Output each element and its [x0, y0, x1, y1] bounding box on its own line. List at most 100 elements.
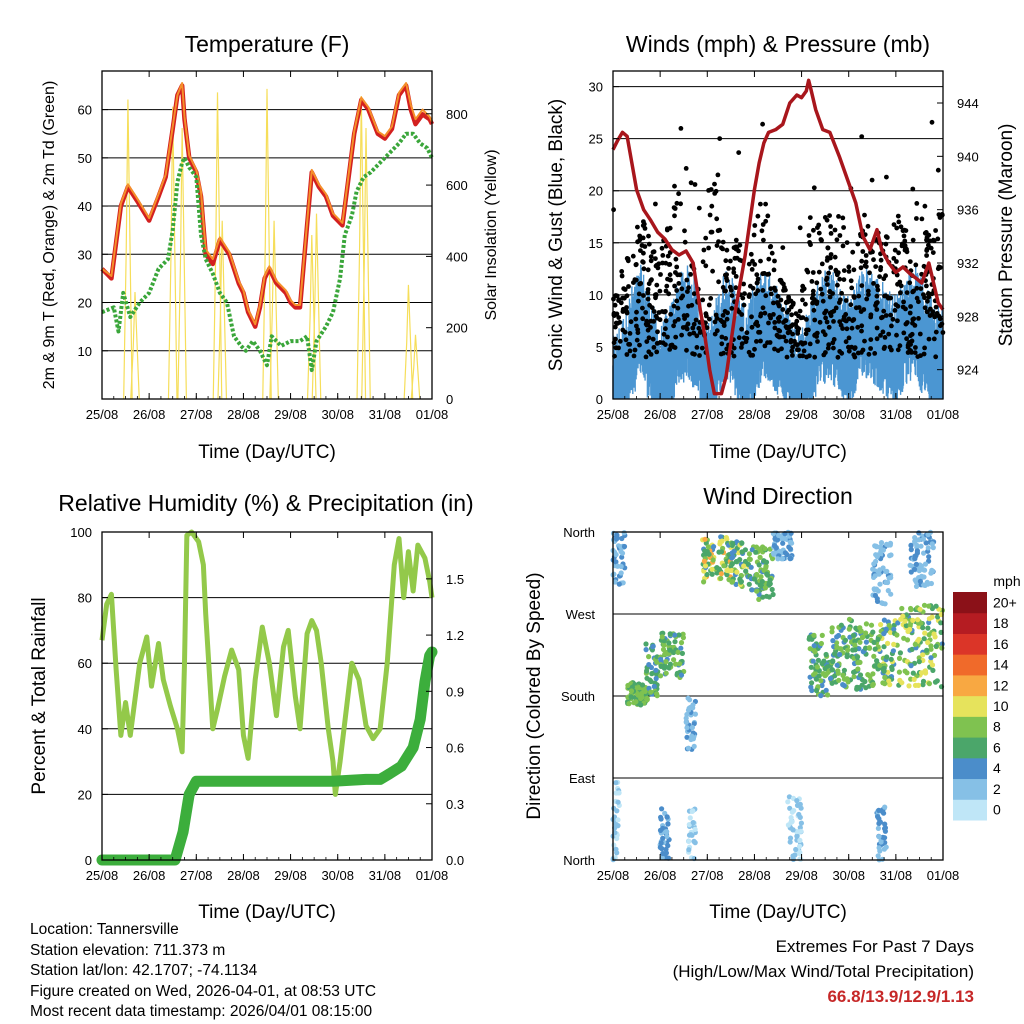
wind-direction-point [907, 626, 913, 633]
wind-direction-point [920, 652, 926, 658]
gust-point [612, 302, 618, 308]
gust-point [636, 298, 641, 304]
gust-point [872, 351, 878, 356]
wind-direction-point [626, 701, 632, 707]
wind-direction-point [920, 625, 926, 631]
gust-point [834, 237, 840, 243]
gust-point [674, 288, 680, 293]
gust-point [739, 326, 744, 332]
gust-point [846, 316, 852, 322]
gust-point [685, 289, 690, 294]
wind-direction-point [793, 846, 799, 853]
gust-point [709, 229, 715, 235]
wind-direction-point [915, 617, 921, 623]
wind-direction-point [871, 587, 878, 593]
wind-direction-point [912, 538, 918, 545]
wind-direction-point [746, 551, 753, 557]
solar-insolation-spike [217, 220, 228, 400]
gust-point [786, 307, 792, 313]
wind-direction-point [900, 613, 906, 619]
solar-insolation-spike [269, 220, 279, 400]
gust-point [674, 298, 680, 304]
gust-point [684, 277, 690, 283]
wind-direction-point [685, 745, 692, 751]
gust-point [767, 244, 773, 250]
colorbar-swatch [953, 737, 987, 759]
wind-direction-point [928, 570, 934, 576]
wind-direction-point [754, 588, 760, 594]
gust-point [918, 286, 924, 291]
gust-point [771, 267, 777, 273]
wind-direction-point [934, 678, 940, 684]
wind-direction-point [780, 540, 786, 546]
gust-point [810, 270, 816, 275]
wind-direction-point [788, 815, 794, 821]
gust-point [723, 336, 729, 341]
wind-direction-point [815, 657, 822, 663]
gust-point [637, 281, 643, 287]
wind-direction-point [834, 644, 840, 650]
colorbar-swatch [953, 716, 987, 738]
gust-point [772, 346, 777, 352]
gust-point [862, 263, 868, 269]
y-tick-label: 60 [78, 103, 92, 118]
gust-point [760, 121, 765, 127]
gust-point [830, 340, 836, 346]
gust-point [916, 316, 921, 321]
wind-direction-point [863, 630, 869, 636]
gust-point [673, 334, 679, 340]
wind-direction-point [692, 840, 698, 846]
gust-point [649, 277, 654, 283]
gust-point [746, 349, 752, 355]
y-tick-label: 60 [78, 656, 92, 671]
wind-direction-point [820, 671, 826, 677]
wind-direction-point [903, 623, 909, 629]
colorbar-label: 6 [993, 739, 1001, 755]
wind-direction-point [873, 544, 880, 550]
gust-point [706, 245, 711, 251]
gust-point [631, 353, 637, 359]
gust-point [863, 253, 869, 258]
gust-point [899, 243, 905, 249]
x-tick-label: 31/08 [369, 407, 402, 422]
gust-point [859, 350, 864, 355]
wind-direction-point [914, 548, 921, 554]
gust-point [766, 271, 772, 277]
gust-point [766, 320, 771, 326]
wind-direction-point [684, 725, 690, 731]
wind-direction-point [885, 640, 891, 647]
gust-point [640, 259, 646, 265]
gust-point [721, 320, 727, 325]
wind-direction-point [807, 646, 813, 652]
gust-point [863, 259, 869, 265]
wind-direction-point [779, 555, 786, 562]
wind-direction-point [846, 626, 852, 632]
y-tick-label: 40 [78, 722, 92, 737]
gust-point [783, 338, 789, 344]
gust-point [736, 150, 742, 156]
gust-point [795, 347, 800, 353]
gust-point [652, 292, 658, 298]
gust-point [914, 216, 919, 221]
gust-point [835, 354, 841, 360]
wind-direction-point [650, 643, 656, 649]
gust-point [684, 347, 689, 353]
gust-point [714, 216, 720, 222]
wind-direction-point [662, 651, 668, 657]
y-tick-label: East [569, 771, 595, 786]
wind-direction-point [911, 676, 917, 683]
wind-direction-point [658, 673, 664, 679]
gust-point [826, 342, 832, 348]
wind-direction-point [916, 537, 922, 543]
gust-point [682, 316, 687, 321]
gust-point [935, 167, 941, 173]
wind-direction-point [718, 534, 724, 540]
gust-point [859, 134, 865, 140]
wind-direction-point [701, 558, 708, 564]
gust-point [645, 296, 651, 302]
gust-point [814, 301, 820, 306]
wind-direction-point [891, 641, 897, 648]
gust-point [733, 274, 739, 279]
wind-direction-point [902, 618, 908, 624]
wind-direction-point [639, 682, 646, 688]
